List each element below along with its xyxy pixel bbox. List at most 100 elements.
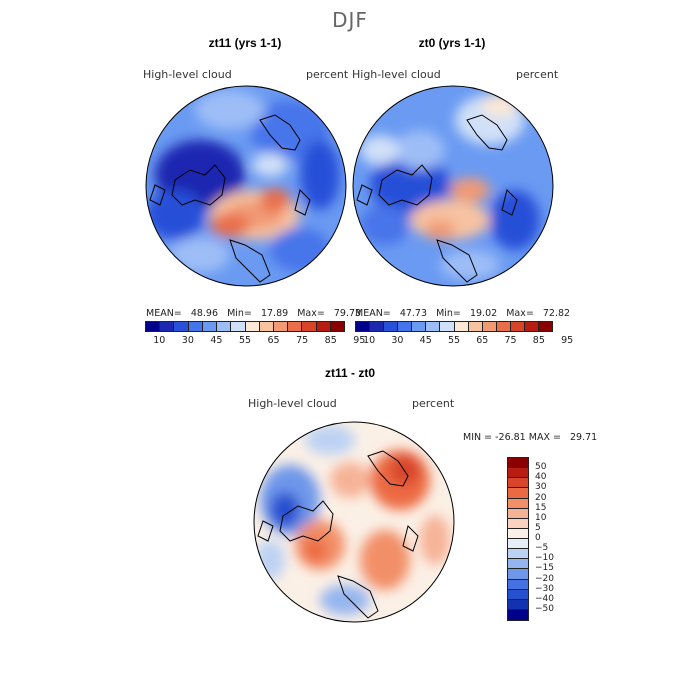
colorbar-tick-label: −15	[535, 563, 554, 574]
colorbar-tick-label: 40	[535, 472, 547, 483]
colorbar-swatch	[508, 478, 528, 489]
colorbar-swatch	[539, 322, 553, 331]
diff-colorbar	[507, 457, 529, 621]
colorbar-tick-label: 75	[296, 335, 309, 346]
panel-diff-units: percent	[412, 397, 455, 410]
abs-colorbar-left-labels: 10 30 45 55 65 75 85 95	[145, 335, 365, 347]
panel-left-stats: MEAN= 48.96 Min= 17.89 Max= 79.73	[146, 308, 362, 319]
colorbar-tick-label: 30	[391, 335, 404, 346]
map-left	[146, 86, 346, 286]
colorbar-tick-label: −10	[535, 553, 554, 564]
colorbar-swatch	[398, 322, 413, 331]
colorbar-tick-label: −5	[535, 543, 549, 554]
colorbar-swatch	[316, 322, 331, 331]
colorbar-swatch	[482, 322, 497, 331]
colorbar-swatch	[273, 322, 289, 331]
colorbar-tick-label: 10	[363, 335, 376, 346]
colorbar-swatch	[202, 322, 218, 331]
colorbar-tick-label: 0	[535, 533, 541, 543]
colorbar-tick-label: 45	[210, 335, 223, 346]
map-diff-border	[253, 421, 455, 623]
colorbar-tick-label: 65	[267, 335, 280, 346]
panel-right-stats: MEAN= 47.73 Min= 19.02 Max= 72.82	[355, 308, 571, 319]
panel-diff-stats: MIN = -26.81 MAX = 29.71	[463, 432, 598, 443]
colorbar-swatch	[302, 322, 317, 331]
map-diff	[254, 422, 454, 622]
colorbar-swatch	[508, 508, 528, 519]
season-title: DJF	[332, 8, 368, 32]
colorbar-tick-label: 45	[419, 335, 432, 346]
panel-diff-variable: High-level cloud	[248, 397, 337, 410]
colorbar-tick-label: 5	[535, 522, 541, 533]
colorbar-tick-label: 20	[535, 492, 547, 503]
colorbar-swatch	[508, 569, 528, 580]
colorbar-swatch	[146, 322, 161, 331]
colorbar-tick-label: 55	[238, 335, 252, 346]
colorbar-tick-label: 75	[504, 335, 517, 346]
colorbar-tick-label: 95	[561, 335, 574, 346]
panel-right-variable: High-level cloud	[352, 68, 441, 81]
colorbar-swatch	[412, 322, 427, 331]
abs-colorbar-right-labels: 10 30 45 55 65 75 85 95	[355, 335, 573, 347]
colorbar-swatch	[160, 322, 175, 331]
colorbar-swatch	[384, 322, 399, 331]
colorbar-tick-label: 55	[447, 335, 461, 346]
panel-left-variable: High-level cloud	[143, 68, 232, 81]
colorbar-swatch	[231, 322, 246, 331]
map-left-border	[145, 85, 347, 287]
colorbar-swatch	[508, 589, 528, 600]
colorbar-swatch	[370, 322, 385, 331]
map-right-border	[352, 85, 554, 287]
colorbar-tick-label: 65	[476, 335, 489, 346]
colorbar-tick-label: 85	[532, 335, 545, 346]
colorbar-tick-label: −20	[535, 573, 554, 584]
colorbar-swatch	[508, 518, 528, 529]
colorbar-tick-label: 30	[535, 482, 547, 493]
colorbar-tick-label: 15	[535, 502, 547, 513]
colorbar-swatch	[508, 559, 528, 570]
colorbar-swatch	[259, 322, 274, 331]
colorbar-swatch	[510, 322, 525, 331]
colorbar-swatch	[508, 488, 528, 499]
colorbar-tick-label: 10	[535, 512, 547, 523]
colorbar-swatch	[508, 579, 528, 590]
colorbar-swatch	[426, 322, 441, 331]
colorbar-swatch	[508, 549, 528, 560]
diff-colorbar-labels: 50 40 30 20 15 10 5 0 −5 −10 −15 −20 −30 −40 −50	[535, 457, 575, 621]
panel-right-units: percent	[516, 68, 559, 81]
panel-left-title: zt11 (yrs 1-1)	[208, 36, 282, 50]
panel-diff-title: zt11 - zt0	[324, 366, 375, 380]
colorbar-swatch	[454, 322, 469, 331]
abs-colorbar-left	[145, 321, 345, 332]
colorbar-swatch	[508, 498, 528, 509]
colorbar-swatch	[217, 322, 232, 331]
colorbar-swatch	[508, 599, 528, 610]
abs-colorbar-right	[355, 321, 553, 332]
colorbar-tick-label: −40	[535, 593, 554, 604]
colorbar-swatch	[188, 322, 203, 331]
colorbar-swatch	[440, 322, 455, 331]
colorbar-swatch	[468, 322, 483, 331]
colorbar-swatch	[508, 468, 528, 479]
colorbar-swatch	[496, 322, 511, 331]
colorbar-swatch	[356, 322, 371, 331]
colorbar-tick-label: 85	[324, 335, 337, 346]
colorbar-tick-label: 30	[181, 335, 194, 346]
colorbar-swatch	[330, 322, 345, 331]
colorbar-tick-label: −50	[535, 603, 554, 614]
colorbar-swatch	[508, 609, 528, 620]
colorbar-tick-label: 95	[353, 335, 366, 346]
map-right	[353, 86, 553, 286]
colorbar-swatch	[288, 322, 303, 331]
panel-right-title: zt0 (yrs 1-1)	[418, 36, 486, 50]
colorbar-swatch	[245, 322, 260, 331]
colorbar-swatch	[508, 539, 528, 550]
colorbar-tick-label: 50	[535, 462, 547, 473]
colorbar-swatch	[508, 528, 528, 539]
panel-left-units: percent	[306, 68, 349, 81]
colorbar-swatch	[508, 458, 528, 469]
colorbar-swatch	[174, 322, 189, 331]
colorbar-tick-label: 10	[153, 335, 166, 346]
colorbar-tick-label: −30	[535, 583, 554, 594]
